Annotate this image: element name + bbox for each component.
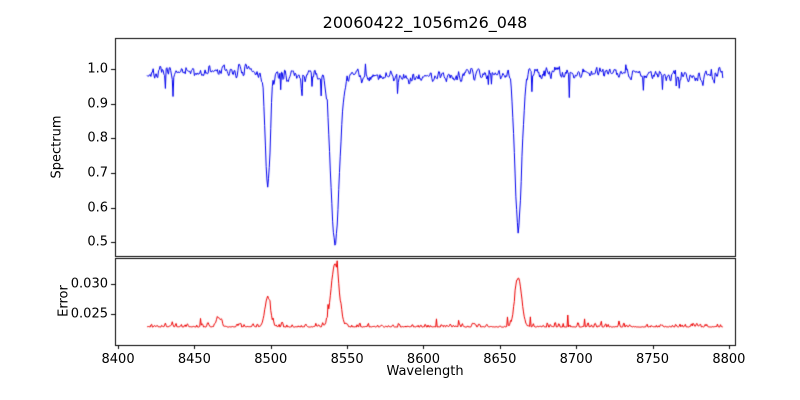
spectrum-y-tick-label: 1.0 bbox=[87, 61, 108, 77]
spectrum-y-axis-label: Spectrum bbox=[49, 115, 65, 179]
x-axis-label: Wavelength bbox=[386, 364, 464, 379]
spectrum-y-tick-label: 0.6 bbox=[87, 200, 108, 216]
x-tick-label: 8750 bbox=[635, 352, 670, 367]
error-y-tick-label: 0.025 bbox=[70, 306, 108, 322]
x-tick-label: 8500 bbox=[254, 352, 288, 367]
error-y-tick-label: 0.030 bbox=[70, 276, 108, 292]
chart-title: 20060422_1056m26_048 bbox=[322, 13, 528, 32]
x-tick-label: 8400 bbox=[101, 352, 135, 367]
spectrum-y-tick-label: 0.9 bbox=[87, 96, 108, 112]
x-tick-label: 8600 bbox=[406, 352, 441, 367]
x-tick-label: 8450 bbox=[177, 352, 211, 367]
x-tick-label: 8650 bbox=[483, 352, 517, 367]
x-tick-label: 8550 bbox=[330, 352, 364, 367]
x-tick-label: 8800 bbox=[712, 352, 746, 367]
spectrum-y-tick-label: 0.5 bbox=[87, 234, 108, 250]
error-y-axis-label: Error bbox=[56, 285, 72, 317]
spectrum-y-tick-label: 0.8 bbox=[87, 130, 108, 146]
spectrum-y-tick-label: 0.7 bbox=[87, 165, 108, 181]
x-tick-label: 8700 bbox=[559, 352, 593, 367]
